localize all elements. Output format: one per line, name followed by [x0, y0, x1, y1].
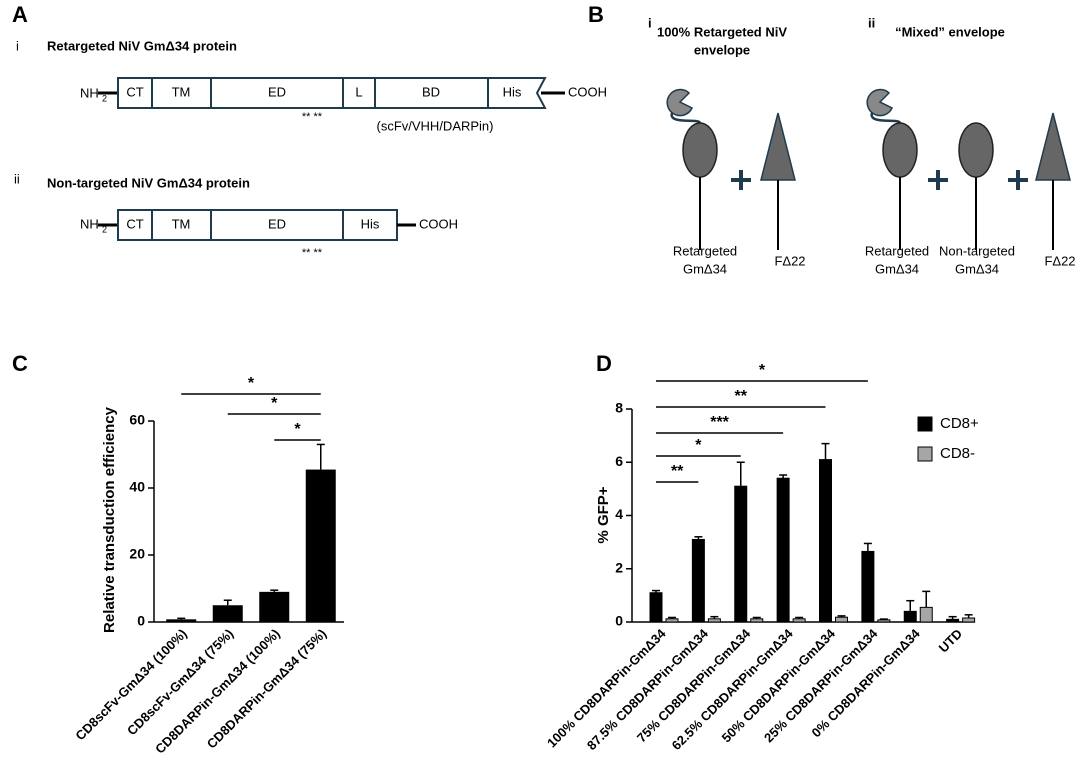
domain: ED — [268, 216, 286, 231]
fusion-protein — [1035, 112, 1071, 250]
c-term: COOH — [568, 84, 607, 99]
bar — [166, 619, 197, 622]
y-tick-label: 60 — [129, 412, 145, 428]
bar — [776, 477, 790, 623]
bar — [212, 605, 243, 622]
bar — [946, 618, 960, 623]
n-term-sub: 2 — [102, 93, 107, 103]
part-title: “Mixed” envelope — [895, 24, 1005, 39]
row-title: Retargeted NiV GmΔ34 protein — [47, 38, 237, 53]
significance-label: *** — [710, 414, 729, 431]
y-tick-label: 8 — [615, 400, 623, 416]
significance-label: * — [294, 421, 301, 438]
dividers — [151, 210, 344, 240]
significance-label: ** — [671, 463, 684, 480]
bar — [691, 538, 705, 623]
bar — [750, 618, 764, 623]
bar — [835, 616, 848, 623]
legend-swatch — [917, 416, 933, 432]
panel-label: A — [12, 2, 28, 27]
part-index: i — [648, 15, 652, 30]
y-tick-label: 0 — [137, 613, 145, 629]
y-axis-label: % GFP+ — [595, 486, 612, 543]
item-label: FΔ22 — [1044, 253, 1075, 268]
dividers — [151, 78, 489, 108]
significance-label: * — [759, 362, 766, 379]
y-tick-label: 4 — [615, 506, 623, 522]
protein-box — [117, 77, 547, 109]
bar — [734, 485, 748, 623]
domain: CT — [126, 84, 143, 99]
part-title: 100% Retargeted NiV — [657, 24, 787, 39]
legend-swatch — [917, 446, 933, 462]
row-index: i — [16, 38, 19, 53]
domain: CT — [126, 216, 143, 231]
significance-label: * — [248, 375, 255, 392]
note: (scFv/VHH/DARPin) — [376, 118, 493, 133]
glycoprotein-retargeted — [666, 88, 718, 250]
item-label: GmΔ34 — [683, 261, 727, 276]
panel-label: B — [588, 2, 604, 27]
domain: His — [361, 216, 380, 231]
row-index: ii — [14, 171, 20, 186]
n-term-sub: 2 — [102, 224, 107, 234]
significance-label: * — [271, 395, 278, 412]
significance-label: * — [695, 437, 702, 454]
n-term: NH — [80, 216, 99, 231]
part-title: envelope — [694, 42, 750, 57]
plus — [1008, 170, 1028, 190]
legend-label: CD8+ — [940, 415, 979, 432]
legend-label: CD8- — [940, 445, 975, 462]
bar — [792, 618, 806, 623]
bar — [707, 618, 721, 623]
bar — [649, 592, 663, 623]
panel-label: D — [596, 351, 612, 376]
stars: ** ** — [302, 111, 323, 123]
row-title: Non-targeted NiV GmΔ34 protein — [47, 175, 250, 190]
bar — [903, 610, 917, 623]
domain: ED — [268, 84, 286, 99]
bar — [305, 469, 336, 622]
n-term: NH — [80, 85, 99, 100]
bar — [877, 619, 891, 623]
bar — [819, 459, 832, 623]
domain: His — [503, 84, 522, 99]
domain: TM — [172, 84, 191, 99]
c-term: COOH — [419, 216, 458, 231]
glycoprotein-retargeted — [866, 88, 918, 250]
bar — [962, 617, 976, 623]
item-label: Non-targeted — [939, 243, 1015, 258]
glycoprotein-nontargeted — [958, 122, 994, 250]
bar — [665, 618, 679, 623]
protein-box — [117, 209, 398, 241]
y-tick-label: 6 — [615, 453, 623, 469]
bar — [259, 591, 290, 622]
item-label: GmΔ34 — [955, 261, 999, 276]
domain: L — [355, 84, 362, 99]
item-label: FΔ22 — [774, 253, 805, 268]
stars: ** ** — [302, 247, 323, 259]
domain: BD — [422, 84, 440, 99]
domain: TM — [172, 216, 191, 231]
item-label: Retargeted — [865, 243, 929, 258]
y-tick-label: 0 — [615, 613, 623, 629]
y-axis-label: Relative transduction efficiency — [101, 406, 118, 633]
panel-label: C — [12, 351, 28, 376]
item-label: Retargeted — [673, 243, 737, 258]
y-tick-label: 20 — [129, 546, 145, 562]
fusion-protein — [760, 112, 796, 250]
item-label: GmΔ34 — [875, 261, 919, 276]
bar — [919, 606, 933, 623]
significance-label: ** — [735, 388, 748, 405]
bar — [861, 550, 875, 623]
y-tick-label: 2 — [615, 559, 623, 575]
part-index: ii — [868, 15, 875, 30]
y-tick-label: 40 — [129, 479, 145, 495]
plus — [731, 170, 751, 190]
x-tick-label: UTD — [936, 626, 965, 655]
plus — [928, 170, 948, 190]
